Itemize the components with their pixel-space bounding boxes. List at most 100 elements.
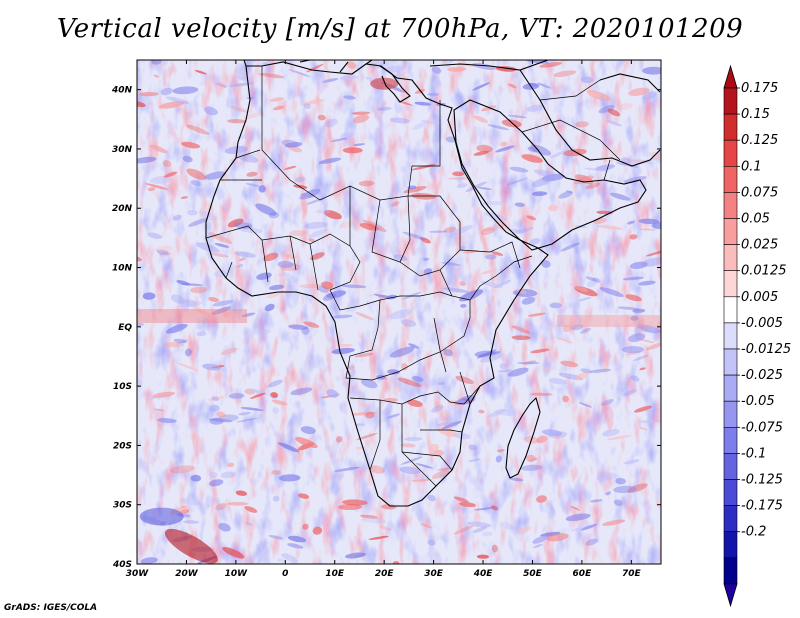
field-cell — [511, 227, 534, 235]
colorbar: 0.175 0.15 0.125 0.1 0.075 0.05 0.025 0.0125 0.0… — [723, 64, 791, 608]
field-cell — [627, 483, 648, 493]
field-cell — [511, 325, 531, 334]
colorbar-segment — [723, 87, 738, 115]
field-cell — [516, 287, 527, 295]
field-cell — [351, 411, 378, 416]
field-cell — [357, 545, 364, 552]
strong-updraft — [164, 528, 218, 564]
field-cell — [487, 408, 507, 418]
field-cell — [580, 368, 593, 374]
field-cell — [180, 505, 188, 508]
field-cell — [599, 287, 624, 297]
field-cell — [589, 499, 603, 503]
field-cell — [507, 83, 517, 89]
field-cell — [613, 499, 623, 507]
field-cell — [632, 308, 646, 313]
field-cell — [249, 392, 266, 399]
field-cell — [310, 252, 325, 261]
field-cell — [431, 469, 450, 479]
field-cell — [607, 108, 621, 117]
field-cell — [259, 72, 284, 79]
field-cell — [288, 324, 309, 330]
field-cell — [301, 326, 310, 335]
arabia-coastline — [453, 99, 647, 251]
field-cell — [630, 159, 656, 164]
field-cell — [455, 375, 474, 385]
field-cell — [609, 192, 631, 201]
field-cell — [227, 501, 249, 506]
field-cell — [208, 479, 224, 487]
field-cell — [281, 553, 298, 563]
field-cell — [399, 466, 421, 475]
field-cell — [485, 254, 497, 260]
field-cell — [236, 152, 259, 156]
colorbar-segment — [723, 557, 738, 585]
field-cell — [180, 498, 199, 506]
field-cell — [509, 477, 524, 482]
colorbar-segment — [723, 270, 738, 298]
field-cell — [402, 231, 427, 241]
field-cell — [526, 215, 537, 221]
field-cell — [287, 535, 307, 543]
field-cell — [411, 376, 424, 382]
field-cell — [477, 187, 492, 190]
field-cell — [408, 343, 420, 349]
field-cell — [532, 543, 543, 549]
field-cell — [239, 257, 246, 262]
field-cell — [360, 514, 378, 519]
field-cell — [368, 289, 387, 297]
field-cell — [173, 338, 187, 344]
field-cell — [526, 454, 536, 462]
colorbar-segment — [723, 244, 738, 272]
field-cell — [212, 300, 234, 307]
field-cell — [343, 95, 356, 100]
field-cell — [636, 338, 655, 344]
field-cell — [346, 61, 357, 69]
field-cell — [629, 234, 638, 240]
field-cell — [341, 284, 367, 289]
field-cell — [390, 117, 411, 124]
field-cell — [354, 352, 374, 358]
field-cell — [401, 319, 417, 327]
field-cell — [598, 104, 616, 114]
field-cell — [481, 531, 493, 537]
field-cell — [436, 426, 458, 438]
field-cell — [626, 220, 635, 225]
field-cell — [281, 139, 300, 148]
colorbar-label: 0.1 — [741, 159, 762, 174]
field-cell — [560, 360, 579, 368]
field-cell — [208, 418, 233, 423]
field-cell — [441, 261, 461, 266]
field-cell — [443, 348, 453, 357]
field-cell — [414, 89, 426, 94]
field-cell — [218, 522, 231, 532]
field-cell — [531, 191, 548, 197]
field-cell — [630, 375, 640, 382]
field-cell — [460, 303, 467, 308]
field-cell — [170, 294, 186, 304]
field-cell — [419, 237, 431, 244]
field-cell — [428, 443, 439, 452]
field-cell — [245, 521, 253, 526]
field-cell — [543, 368, 552, 373]
field-cell — [271, 399, 288, 406]
field-cell — [605, 491, 612, 496]
field-cell — [172, 86, 199, 95]
field-cell — [215, 503, 227, 511]
field-cell — [623, 459, 640, 465]
field-cell — [277, 272, 291, 277]
field-cell — [622, 276, 644, 281]
field-cell — [334, 466, 361, 472]
colorbar-segment — [723, 374, 738, 402]
field-cell — [303, 103, 311, 109]
field-cell — [468, 458, 481, 462]
field-cell — [431, 66, 442, 74]
field-cell — [412, 122, 427, 130]
field-cell — [411, 164, 436, 171]
field-cell — [276, 558, 286, 563]
field-cell — [437, 421, 458, 427]
field-cell — [587, 91, 597, 97]
field-cell — [459, 289, 484, 302]
field-cell — [273, 105, 285, 111]
field-cell — [527, 104, 543, 112]
